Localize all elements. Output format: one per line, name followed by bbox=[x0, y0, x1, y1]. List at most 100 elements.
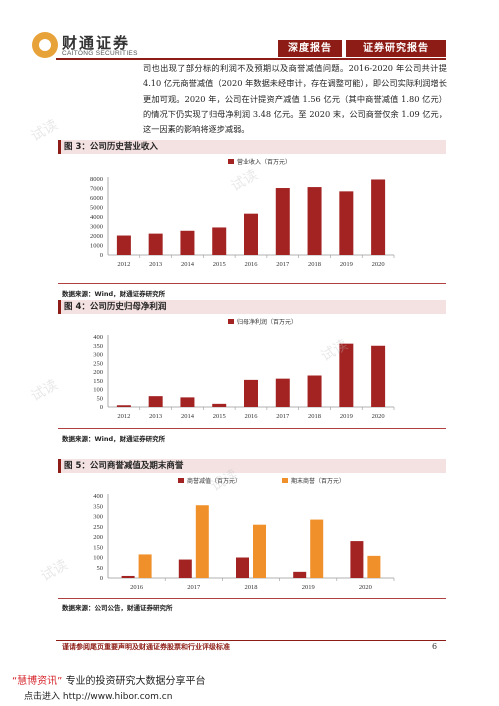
watermark-text: 试读 bbox=[28, 116, 61, 145]
bar-series-1 bbox=[350, 541, 364, 578]
hibor-tagline: 专业的投资研究大数据分享平台 bbox=[65, 676, 206, 687]
y-tick-label: 1000 bbox=[90, 243, 103, 250]
figure-3-title: 图 3：公司历史营业收入 bbox=[58, 140, 446, 154]
x-tick-label: 2018 bbox=[245, 584, 258, 591]
bar-series-2 bbox=[138, 554, 152, 578]
x-tick-label: 2020 bbox=[359, 584, 372, 591]
x-tick-label: 2013 bbox=[149, 413, 162, 420]
bar-series-1 bbox=[339, 343, 354, 407]
y-tick-label: 50 bbox=[97, 395, 104, 402]
figure-4-source: 数据来源：Wind，财通证券研究所 bbox=[62, 435, 166, 443]
bar-series-1 bbox=[148, 396, 163, 407]
legend-label: 商誉减值（百万元） bbox=[187, 477, 241, 485]
x-tick-label: 2019 bbox=[340, 261, 353, 268]
body-paragraph: 司也出现了部分标的利润不及预期以及商誉减值问题。2016-2020 年公司共计提… bbox=[143, 63, 447, 135]
x-tick-label: 2020 bbox=[372, 261, 385, 268]
bar-series-1 bbox=[339, 191, 354, 255]
y-tick-label: 350 bbox=[93, 343, 103, 350]
bar-series-1 bbox=[121, 575, 135, 578]
bar-series-1 bbox=[275, 378, 290, 407]
y-tick-label: 200 bbox=[93, 369, 103, 376]
logo-text-cn: 财通证券 bbox=[62, 34, 131, 52]
x-tick-label: 2018 bbox=[308, 261, 321, 268]
y-tick-label: 0 bbox=[100, 252, 103, 259]
y-tick-label: 150 bbox=[93, 544, 103, 551]
footer-divider bbox=[56, 640, 446, 641]
hibor-link[interactable]: 点击进入 http://www.hibor.com.cn bbox=[24, 692, 173, 702]
y-tick-label: 8000 bbox=[90, 176, 103, 183]
bar-series-1 bbox=[371, 179, 386, 255]
y-tick-label: 400 bbox=[93, 334, 103, 341]
report-type-tab: 深度报告 bbox=[278, 40, 342, 57]
figure-5-chart: 商誉减值（百万元） 期末商誉（百万元） 0 50 100 150 200 250 300 350 4… bbox=[93, 477, 395, 591]
bar-series-1 bbox=[212, 403, 227, 407]
x-tick-label: 2015 bbox=[213, 261, 226, 268]
bar-series-1 bbox=[180, 230, 195, 255]
figure-4-divider bbox=[58, 428, 446, 429]
logo-text-en: CAITONG SECURITIES bbox=[62, 50, 138, 57]
y-tick-label: 150 bbox=[93, 378, 103, 385]
y-tick-label: 100 bbox=[93, 555, 103, 562]
legend-swatch bbox=[228, 319, 234, 324]
bar-series-1 bbox=[212, 227, 227, 255]
x-tick-label: 2017 bbox=[187, 584, 201, 591]
bar-series-1 bbox=[116, 235, 131, 255]
bar-series-1 bbox=[244, 379, 258, 407]
figure-5-divider bbox=[58, 598, 446, 599]
bar-series-1 bbox=[275, 188, 290, 255]
y-tick-label: 7000 bbox=[90, 186, 103, 193]
y-tick-label: 200 bbox=[93, 534, 103, 541]
bar-series-1 bbox=[180, 397, 195, 407]
x-tick-label: 2019 bbox=[302, 584, 315, 591]
bar-series-1 bbox=[371, 345, 386, 407]
bar-series-1 bbox=[307, 375, 322, 407]
y-tick-label: 100 bbox=[93, 387, 103, 394]
figure-5-title: 图 5：公司商誉减值及期末商誉 bbox=[58, 459, 446, 473]
y-tick-label: 300 bbox=[93, 514, 103, 521]
x-tick-label: 2016 bbox=[245, 261, 259, 268]
bar-series-1 bbox=[244, 213, 258, 255]
x-tick-label: 2020 bbox=[372, 413, 385, 420]
watermark-text: 试读 bbox=[28, 376, 61, 405]
legend-swatch bbox=[282, 478, 288, 483]
x-tick-label: 2013 bbox=[149, 261, 162, 268]
bar-series-1 bbox=[307, 187, 322, 255]
legend-swatch bbox=[178, 478, 184, 483]
y-tick-label: 400 bbox=[93, 493, 103, 500]
hibor-banner: “慧博资讯” 专业的投资研究大数据分享平台 bbox=[12, 672, 206, 687]
x-tick-label: 2017 bbox=[276, 261, 290, 268]
x-tick-label: 2016 bbox=[245, 413, 259, 420]
figure-5-source: 数据来源：公司公告，财通证券研究所 bbox=[62, 604, 173, 612]
x-tick-label: 2019 bbox=[340, 413, 353, 420]
legend-swatch bbox=[228, 159, 234, 164]
hibor-brand: “慧博资讯” bbox=[12, 676, 63, 687]
y-tick-label: 250 bbox=[93, 360, 103, 367]
header-divider bbox=[56, 58, 446, 60]
y-tick-label: 5000 bbox=[90, 205, 103, 212]
y-tick-label: 2000 bbox=[90, 233, 103, 240]
bar-series-2 bbox=[367, 555, 381, 578]
x-tick-label: 2016 bbox=[130, 584, 144, 591]
legend-label: 归母净利润（百万元） bbox=[237, 318, 297, 326]
page-number: 6 bbox=[432, 642, 438, 651]
figure-3-source: 数据来源：Wind，财通证券研究所 bbox=[62, 290, 166, 298]
x-tick-label: 2017 bbox=[276, 413, 290, 420]
figure-3-chart: 营业收入（百万元） 0 1000 2000 3000 4000 5000 6000 7000 80… bbox=[90, 158, 395, 268]
y-tick-label: 50 bbox=[97, 565, 104, 572]
x-tick-label: 2018 bbox=[308, 413, 321, 420]
x-tick-label: 2015 bbox=[213, 413, 226, 420]
x-tick-label: 2014 bbox=[181, 413, 195, 420]
figure-3-divider bbox=[58, 283, 446, 284]
caitong-logo-icon bbox=[32, 32, 58, 58]
bar-series-1 bbox=[178, 559, 192, 578]
bar-series-1 bbox=[236, 557, 249, 578]
figure-4-title: 图 4：公司历史归母净利润 bbox=[58, 300, 446, 314]
bar-series-1 bbox=[148, 233, 163, 255]
y-tick-label: 0 bbox=[100, 404, 103, 411]
y-tick-label: 350 bbox=[93, 503, 103, 510]
x-tick-label: 2014 bbox=[181, 261, 195, 268]
y-tick-label: 3000 bbox=[90, 224, 103, 231]
x-tick-label: 2012 bbox=[117, 261, 130, 268]
bar-series-2 bbox=[195, 505, 209, 578]
